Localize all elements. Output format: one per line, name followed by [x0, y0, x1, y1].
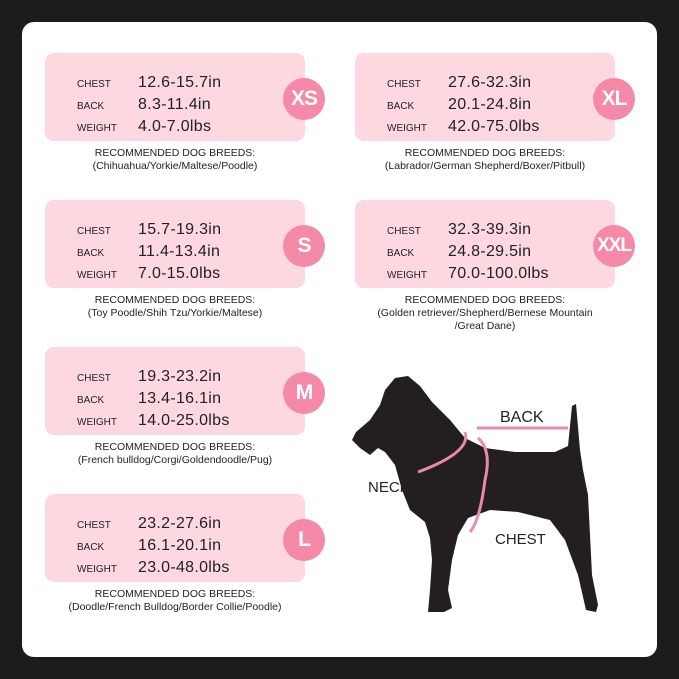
size-card: CHEST 19.3-23.2in BACK 13.4-16.1in WEIGHT 14.… — [45, 347, 305, 435]
back-row: BACK 20.1-24.8in — [355, 92, 615, 114]
chest-value: 23.2-27.6in — [138, 515, 222, 532]
chest-label: CHEST — [77, 226, 111, 237]
size-badge: L — [283, 519, 325, 561]
breeds-list: (Labrador/German Shepherd/Boxer/Pitbull) — [384, 160, 586, 172]
back-value: 24.8-29.5in — [448, 243, 532, 260]
back-label: BACK — [77, 395, 105, 406]
recommended-breeds: RECOMMENDED DOG BREEDS: (Toy Poodle/Shih … — [35, 294, 315, 320]
size-badge: XL — [593, 78, 635, 120]
breeds-list: (Doodle/French Bulldog/Border Collie/Poo… — [68, 601, 282, 613]
back-label: BACK — [500, 409, 544, 426]
chest-value: 27.6-32.3in — [448, 74, 532, 91]
chest-value: 15.7-19.3in — [138, 221, 222, 238]
weight-label: WEIGHT — [387, 270, 427, 281]
weight-value: 14.0-25.0lbs — [138, 412, 230, 429]
weight-label: WEIGHT — [387, 123, 427, 134]
dog-silhouette — [352, 376, 598, 612]
chest-label: CHEST — [77, 373, 111, 384]
size-badge: XXL — [593, 225, 635, 267]
chest-label: CHEST — [387, 226, 421, 237]
recommended-breeds: RECOMMENDED DOG BREEDS: (French bulldog/C… — [35, 441, 315, 467]
breeds-heading: RECOMMENDED DOG BREEDS: — [404, 294, 566, 306]
weight-label: WEIGHT — [77, 123, 117, 134]
weight-value: 70.0-100.0lbs — [448, 265, 549, 282]
back-label: BACK — [77, 248, 105, 259]
back-label: BACK — [77, 542, 105, 553]
back-row: BACK 11.4-13.4in — [45, 239, 305, 261]
dog-measurement-diagram: BACK NECK CHEST — [352, 376, 598, 612]
breeds-list: (Chihuahua/Yorkie/Maltese/Poodle) — [92, 160, 258, 172]
chest-row: CHEST 27.6-32.3in — [355, 70, 615, 92]
chest-value: 19.3-23.2in — [138, 368, 222, 385]
weight-row: WEIGHT 23.0-48.0lbs — [45, 555, 305, 577]
weight-row: WEIGHT 70.0-100.0lbs — [355, 261, 615, 283]
back-value: 11.4-13.4in — [138, 243, 221, 260]
breeds-heading: RECOMMENDED DOG BREEDS: — [94, 588, 256, 600]
chest-label: CHEST — [495, 531, 546, 548]
size-card: CHEST 15.7-19.3in BACK 11.4-13.4in WEIGHT 7.0… — [45, 200, 305, 288]
back-row: BACK 8.3-11.4in — [45, 92, 305, 114]
breeds-heading: RECOMMENDED DOG BREEDS: — [404, 147, 566, 159]
breeds-list: (Golden retriever/Shepherd/Bernese Mount… — [377, 307, 593, 319]
neck-label: NECK — [368, 479, 410, 496]
chest-measure-line — [468, 436, 489, 533]
weight-value: 4.0-7.0lbs — [138, 118, 212, 135]
weight-row: WEIGHT 4.0-7.0lbs — [45, 114, 305, 136]
back-label: BACK — [387, 248, 415, 259]
breeds-heading: RECOMMENDED DOG BREEDS: — [94, 441, 256, 453]
back-value: 20.1-24.8in — [448, 96, 532, 113]
weight-value: 23.0-48.0lbs — [138, 559, 230, 576]
back-label: BACK — [387, 101, 415, 112]
chest-row: CHEST 12.6-15.7in — [45, 70, 305, 92]
breeds-heading: RECOMMENDED DOG BREEDS: — [94, 147, 256, 159]
back-value: 8.3-11.4in — [138, 96, 211, 113]
size-card: CHEST 23.2-27.6in BACK 16.1-20.1in WEIGHT 23.… — [45, 494, 305, 582]
size-card: CHEST 12.6-15.7in BACK 8.3-11.4in WEIGHT 4.0-… — [45, 53, 305, 141]
back-value: 13.4-16.1in — [138, 390, 222, 407]
neck-measure-line — [417, 431, 468, 474]
back-row: BACK 24.8-29.5in — [355, 239, 615, 261]
size-badge: S — [283, 225, 325, 267]
weight-row: WEIGHT 14.0-25.0lbs — [45, 408, 305, 430]
chest-row: CHEST 15.7-19.3in — [45, 217, 305, 239]
size-card: CHEST 27.6-32.3in BACK 20.1-24.8in WEIGHT 42.… — [355, 53, 615, 141]
weight-label: WEIGHT — [77, 270, 117, 281]
breeds-list: /Great Dane) — [454, 320, 516, 332]
breeds-heading: RECOMMENDED DOG BREEDS: — [94, 294, 256, 306]
recommended-breeds: RECOMMENDED DOG BREEDS: (Doodle/French Bu… — [35, 588, 315, 614]
back-value: 16.1-20.1in — [138, 537, 222, 554]
size-card: CHEST 32.3-39.3in BACK 24.8-29.5in WEIGHT 70.… — [355, 200, 615, 288]
chest-label: CHEST — [77, 520, 111, 531]
recommended-breeds: RECOMMENDED DOG BREEDS: (Labrador/German … — [345, 147, 625, 173]
chest-row: CHEST 23.2-27.6in — [45, 511, 305, 533]
size-badge: XS — [283, 78, 325, 120]
chest-label: CHEST — [77, 79, 111, 90]
recommended-breeds: RECOMMENDED DOG BREEDS: (Chihuahua/Yorkie… — [35, 147, 315, 173]
chest-row: CHEST 19.3-23.2in — [45, 364, 305, 386]
chest-label: CHEST — [387, 79, 421, 90]
breeds-list: (Toy Poodle/Shih Tzu/Yorkie/Maltese) — [87, 307, 263, 319]
back-label: BACK — [77, 101, 105, 112]
weight-label: WEIGHT — [77, 564, 117, 575]
weight-row: WEIGHT 7.0-15.0lbs — [45, 261, 305, 283]
weight-row: WEIGHT 42.0-75.0lbs — [355, 114, 615, 136]
chest-row: CHEST 32.3-39.3in — [355, 217, 615, 239]
weight-value: 7.0-15.0lbs — [138, 265, 221, 282]
weight-value: 42.0-75.0lbs — [448, 118, 540, 135]
breeds-list: (French bulldog/Corgi/Goldendoodle/Pug) — [77, 454, 273, 466]
chest-value: 32.3-39.3in — [448, 221, 532, 238]
size-badge: M — [283, 372, 325, 414]
recommended-breeds: RECOMMENDED DOG BREEDS: (Golden retriever… — [345, 294, 625, 333]
back-row: BACK 13.4-16.1in — [45, 386, 305, 408]
back-row: BACK 16.1-20.1in — [45, 533, 305, 555]
weight-label: WEIGHT — [77, 417, 117, 428]
chest-value: 12.6-15.7in — [138, 74, 222, 91]
